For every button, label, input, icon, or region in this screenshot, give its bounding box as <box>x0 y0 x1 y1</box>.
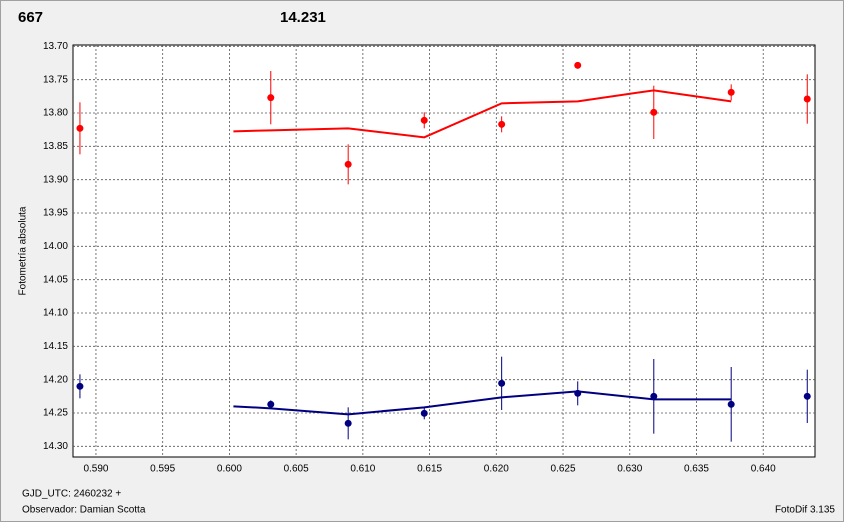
y-tick-label: 14.15 <box>43 341 68 352</box>
x-tick-label: 0.620 <box>484 464 509 475</box>
data-point <box>267 94 275 102</box>
series-label: 667 <box>18 9 43 26</box>
fit-line <box>233 89 732 139</box>
y-tick-label: 13.70 <box>43 41 68 52</box>
y-tick-label: 14.20 <box>43 374 68 385</box>
x-tick-label: 0.625 <box>551 464 576 475</box>
y-tick-label: 14.00 <box>43 241 68 252</box>
x-tick-label: 0.640 <box>751 464 776 475</box>
y-tick-label: 14.30 <box>43 441 68 452</box>
data-point <box>498 379 506 387</box>
y-tick-label: 13.80 <box>43 108 68 119</box>
y-tick-label: 14.10 <box>43 308 68 319</box>
data-point <box>650 392 658 400</box>
x-tick-label: 0.615 <box>417 464 442 475</box>
plot-area <box>72 44 816 458</box>
data-point <box>420 409 428 417</box>
data-point <box>727 88 735 96</box>
data-point <box>574 61 582 69</box>
footer-text: GJD_UTC: 2460232 + <box>22 489 121 500</box>
x-tick-label: 0.610 <box>350 464 375 475</box>
x-tick-label: 0.595 <box>150 464 175 475</box>
data-point <box>803 95 811 103</box>
y-tick-label: 13.90 <box>43 174 68 185</box>
footer-text: FotoDif 3.135 <box>775 505 835 516</box>
x-tick-label: 0.600 <box>217 464 242 475</box>
y-tick-label: 14.25 <box>43 408 68 419</box>
data-point <box>344 419 352 427</box>
x-tick-label: 0.635 <box>684 464 709 475</box>
x-tick-label: 0.605 <box>284 464 309 475</box>
fit-line <box>233 390 732 416</box>
y-axis-label: Fotometría absoluta <box>18 206 29 295</box>
data-point <box>650 108 658 116</box>
data-point <box>420 116 428 124</box>
data-point <box>344 160 352 168</box>
data-point <box>76 124 84 132</box>
data-point <box>727 400 735 408</box>
data-point <box>76 382 84 390</box>
data-point <box>267 400 275 408</box>
x-tick-label: 0.630 <box>617 464 642 475</box>
y-tick-label: 14.05 <box>43 274 68 285</box>
y-tick-label: 13.85 <box>43 141 68 152</box>
y-tick-label: 13.95 <box>43 208 68 219</box>
data-point <box>498 120 506 128</box>
data-point <box>803 392 811 400</box>
x-tick-label: 0.590 <box>83 464 108 475</box>
data-point <box>574 389 582 397</box>
y-tick-label: 13.75 <box>43 74 68 85</box>
series-label: 14.231 <box>280 9 326 26</box>
footer-text: Observador: Damian Scotta <box>22 505 146 516</box>
